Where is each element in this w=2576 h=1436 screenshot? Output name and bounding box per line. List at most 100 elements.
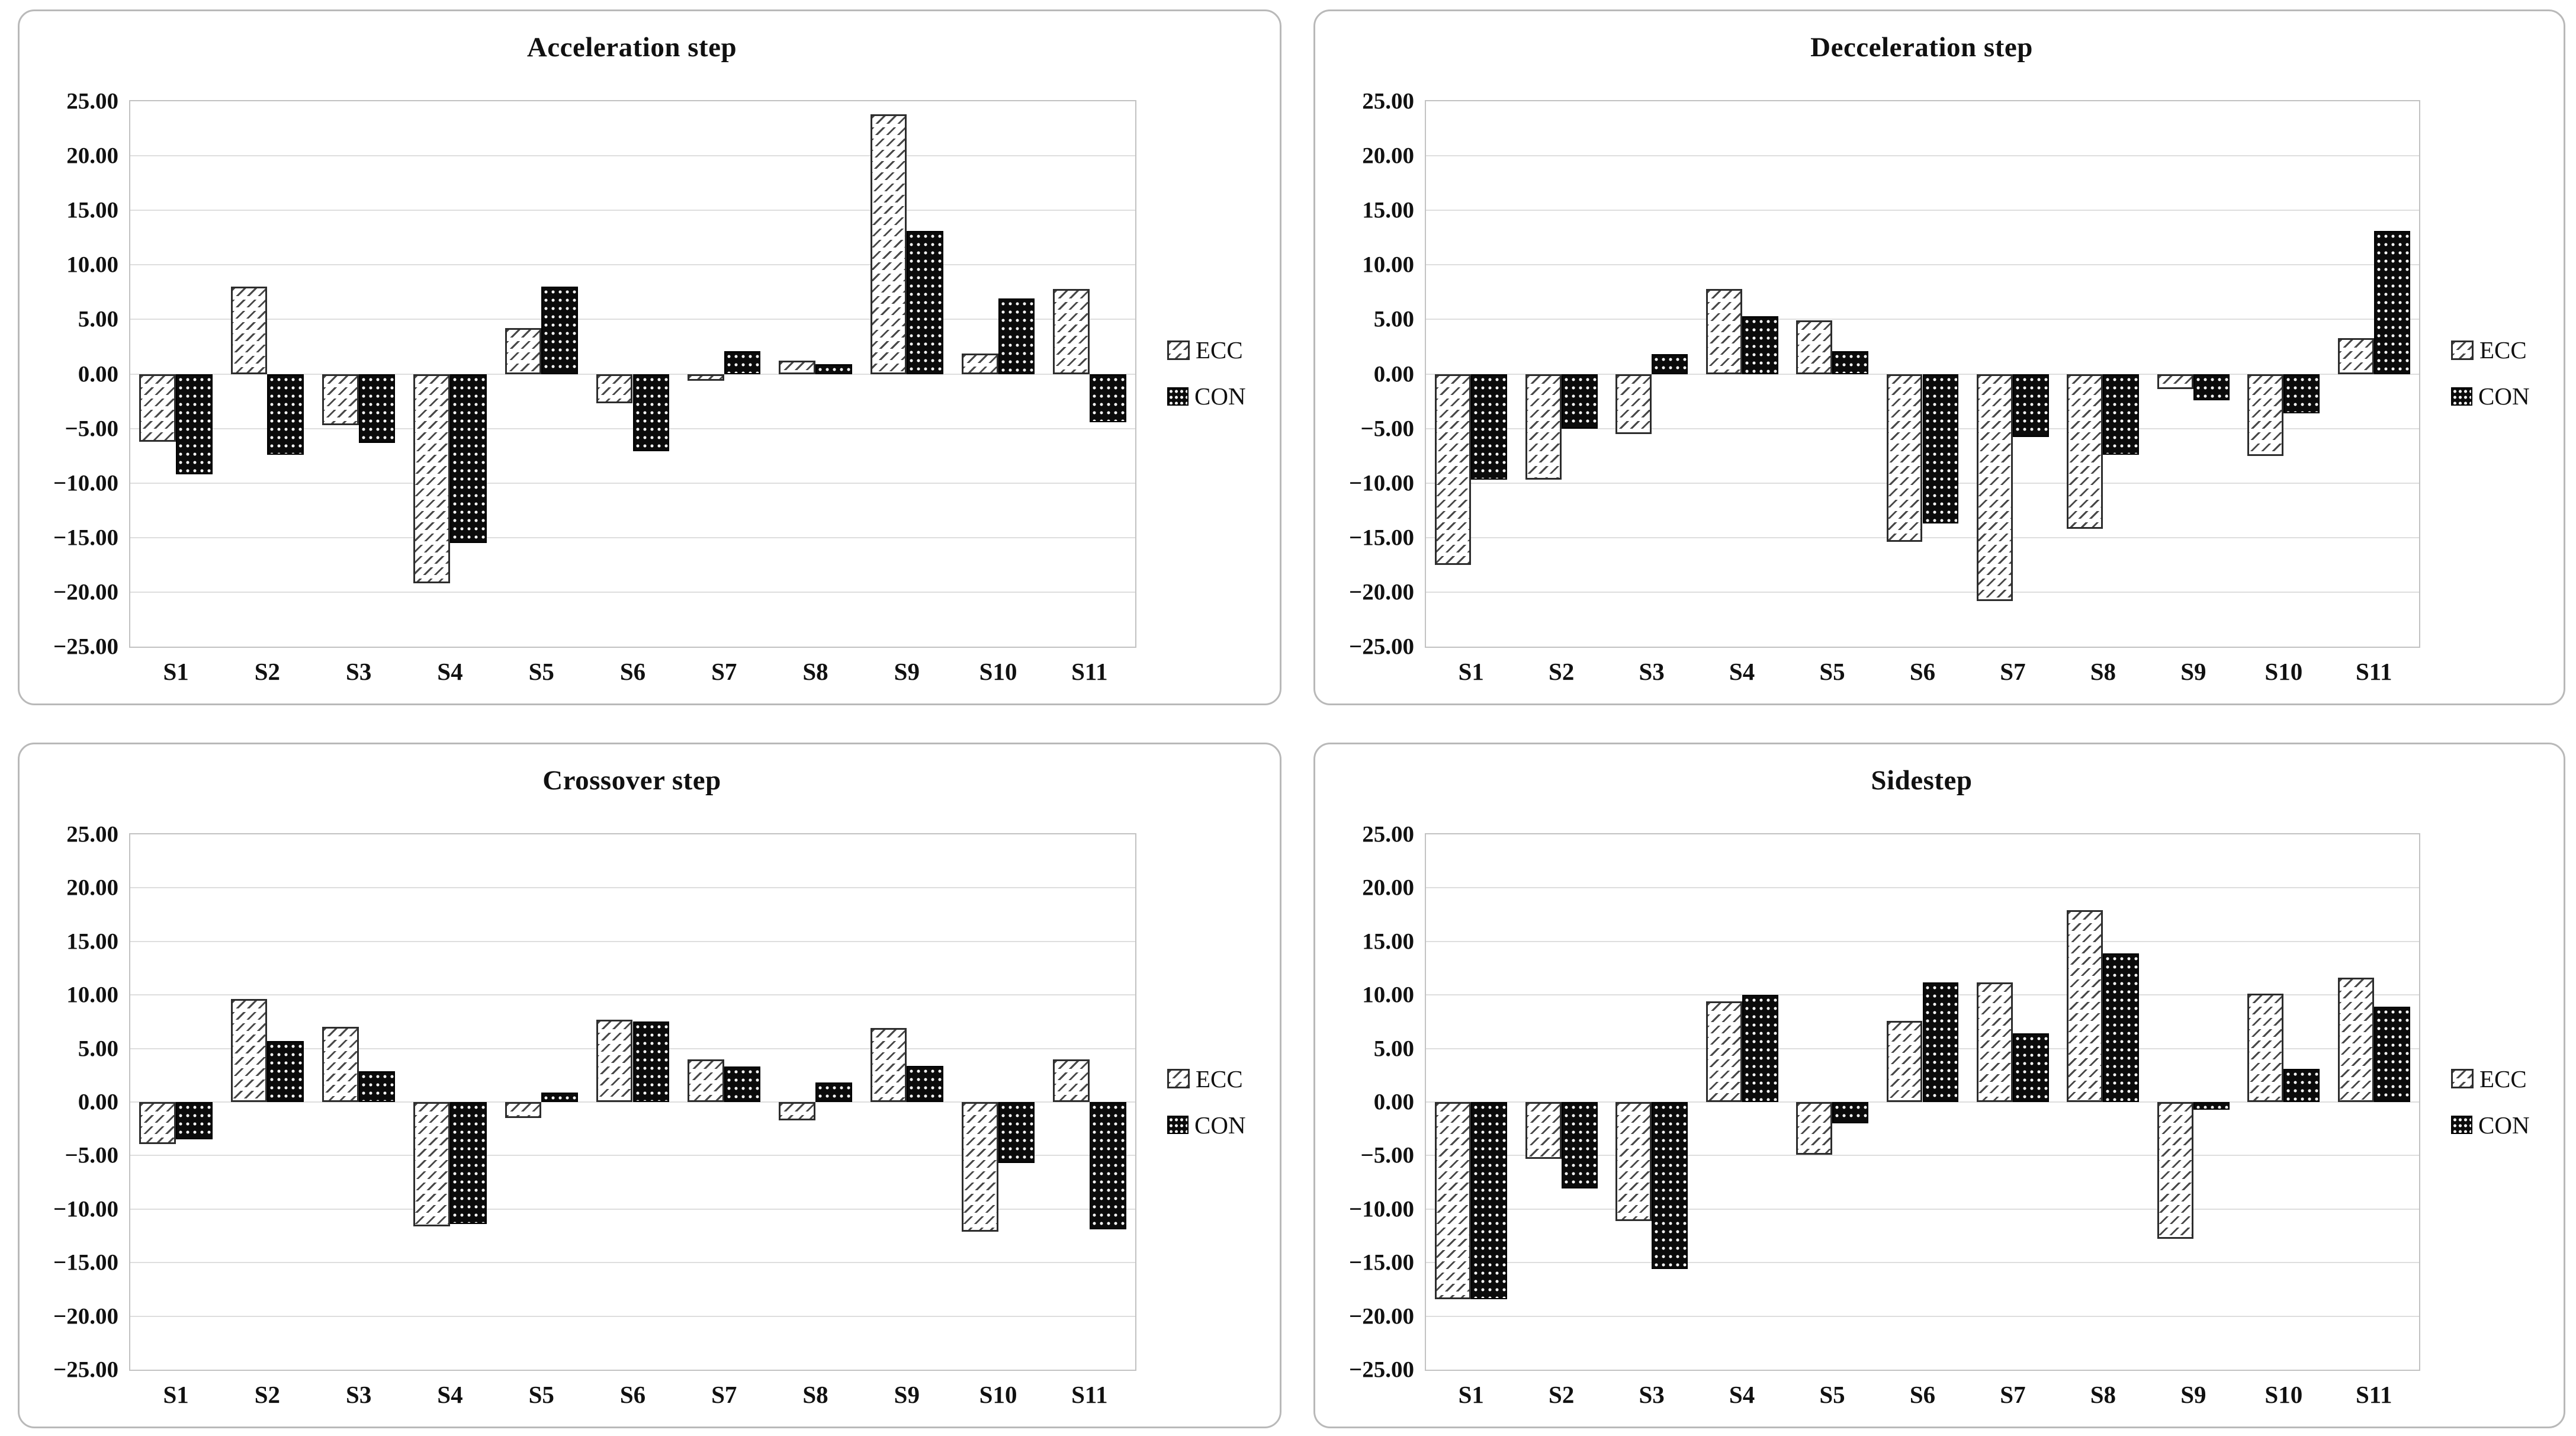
con-black-swatch-icon bbox=[1167, 387, 1189, 406]
gridline-y--10 bbox=[130, 482, 1135, 484]
legend-item-ecc: ECC bbox=[1167, 1065, 1246, 1093]
y-axis-tick-label: −20.00 bbox=[1349, 1303, 1414, 1329]
gridline-y-5 bbox=[1426, 319, 2419, 320]
bar-con-s5 bbox=[1832, 351, 1868, 374]
bar-ecc-s7 bbox=[1976, 982, 2013, 1102]
con-black-swatch-icon bbox=[1167, 1116, 1189, 1135]
y-axis-tick-label: 5.00 bbox=[1373, 306, 1414, 332]
gridline-y-5 bbox=[130, 319, 1135, 320]
bar-con-s3 bbox=[358, 1071, 396, 1102]
bar-con-s10 bbox=[2283, 1068, 2320, 1102]
bar-ecc-s8 bbox=[2067, 374, 2103, 529]
bar-ecc-s1 bbox=[139, 374, 176, 442]
legend-item-ecc: ECC bbox=[2451, 1065, 2530, 1093]
bar-con-s8 bbox=[815, 1082, 852, 1102]
bar-ecc-s5 bbox=[1796, 1102, 1833, 1155]
gridline-y-10 bbox=[1426, 264, 2419, 266]
gridline-y-15 bbox=[1426, 940, 2419, 942]
x-axis-label-s10: S10 bbox=[979, 1381, 1017, 1408]
legend-item-ecc: ECC bbox=[2451, 336, 2530, 364]
y-axis-tick-label: 5.00 bbox=[78, 306, 118, 332]
y-axis-tick-label: −25.00 bbox=[1349, 1357, 1414, 1383]
bar-con-s6 bbox=[1922, 982, 1959, 1102]
bar-con-s1 bbox=[1471, 1102, 1508, 1299]
x-axis-label-s10: S10 bbox=[979, 658, 1017, 685]
x-axis-label-s6: S6 bbox=[1909, 658, 1936, 685]
x-axis-label-s2: S2 bbox=[254, 658, 281, 685]
x-axis-label-s4: S4 bbox=[437, 658, 463, 685]
bar-con-s6 bbox=[1922, 374, 1959, 523]
legend-item-con: CON bbox=[1167, 1111, 1246, 1139]
y-axis-tick-label: 0.00 bbox=[78, 1089, 118, 1115]
bar-ecc-s11 bbox=[1053, 1059, 1090, 1102]
legend-label: CON bbox=[2478, 383, 2530, 410]
bar-ecc-s5 bbox=[505, 328, 542, 374]
x-axis-label-s8: S8 bbox=[2090, 658, 2116, 685]
bar-ecc-s6 bbox=[1886, 374, 1923, 542]
y-axis-tick-label: −5.00 bbox=[65, 1142, 118, 1168]
gridline-y-10 bbox=[130, 264, 1135, 266]
chart-card-crossover-step: Crossover step 25.00 20.00 15.00 10.00 5.00 0… bbox=[18, 743, 1281, 1428]
bar-con-s3 bbox=[358, 374, 396, 443]
bar-con-s10 bbox=[2283, 374, 2320, 413]
legend-label: CON bbox=[2478, 1111, 2530, 1139]
bar-con-s5 bbox=[1832, 1102, 1868, 1124]
bar-con-s5 bbox=[541, 1092, 578, 1102]
x-axis-label-s11: S11 bbox=[1071, 1381, 1108, 1408]
bar-ecc-s1 bbox=[1435, 374, 1472, 565]
gridline-y--20 bbox=[1426, 1315, 2419, 1317]
bar-con-s1 bbox=[176, 1102, 213, 1140]
x-axis-label-s6: S6 bbox=[619, 658, 646, 685]
y-axis-tick-label: −25.00 bbox=[1349, 634, 1414, 660]
x-axis-label-s3: S3 bbox=[1639, 658, 1665, 685]
bar-con-s1 bbox=[176, 374, 213, 474]
bar-ecc-s8 bbox=[779, 1102, 816, 1120]
bar-con-s7 bbox=[724, 351, 761, 374]
legend: ECC CON bbox=[2451, 1065, 2530, 1139]
x-axis-label-s8: S8 bbox=[802, 1381, 828, 1408]
bar-ecc-s6 bbox=[596, 374, 633, 404]
bar-con-s6 bbox=[632, 1021, 670, 1102]
y-axis-tick-label: −25.00 bbox=[53, 1357, 118, 1383]
chart-title: Decceleration step bbox=[1810, 32, 2033, 63]
x-axis-label-s11: S11 bbox=[2355, 658, 2392, 685]
bar-ecc-s3 bbox=[1615, 1102, 1652, 1221]
bar-con-s9 bbox=[2193, 374, 2230, 400]
chart-card-sidestep: Sidestep 25.00 20.00 15.00 10.00 5.00 0.00 −5.… bbox=[1313, 743, 2565, 1428]
plot-area: 25.00 20.00 15.00 10.00 5.00 0.00 −5.00 −10.00 −… bbox=[1349, 89, 2530, 686]
bar-con-s2 bbox=[1561, 1102, 1598, 1189]
bar-ecc-s9 bbox=[870, 114, 907, 374]
y-axis-tick-label: 10.00 bbox=[1362, 252, 1414, 278]
bar-con-s7 bbox=[2012, 1033, 2049, 1102]
x-axis-label-s9: S9 bbox=[894, 1381, 920, 1408]
bar-ecc-s2 bbox=[1525, 1102, 1562, 1159]
y-axis-tick-label: 15.00 bbox=[1362, 197, 1414, 223]
bar-ecc-s8 bbox=[779, 361, 816, 374]
bar-ecc-s3 bbox=[322, 374, 359, 426]
chart-title: Crossover step bbox=[542, 765, 721, 796]
bar-ecc-s1 bbox=[139, 1102, 176, 1144]
x-axis-label-s5: S5 bbox=[1819, 1381, 1845, 1408]
bar-ecc-s7 bbox=[1976, 374, 2013, 601]
gridline-y-15 bbox=[1426, 210, 2419, 211]
legend-label: CON bbox=[1194, 383, 1246, 410]
ecc-hatched-swatch-icon bbox=[1167, 340, 1190, 360]
bar-con-s2 bbox=[267, 1040, 304, 1102]
y-axis-tick-label: 0.00 bbox=[78, 361, 118, 387]
con-black-swatch-icon bbox=[2451, 387, 2472, 406]
con-black-swatch-icon bbox=[2451, 1116, 2472, 1135]
bar-ecc-s10 bbox=[2247, 374, 2284, 456]
bar-ecc-s7 bbox=[688, 374, 724, 381]
x-axis-label-s8: S8 bbox=[2090, 1381, 2116, 1408]
bar-con-s2 bbox=[1561, 374, 1598, 429]
gridline-y-0 bbox=[1426, 1101, 2419, 1103]
legend-label: ECC bbox=[2479, 1065, 2527, 1093]
y-axis-tick-label: 25.00 bbox=[66, 821, 118, 847]
bar-con-s1 bbox=[1471, 374, 1508, 480]
bar-ecc-s4 bbox=[413, 1102, 450, 1226]
gridline-y--15 bbox=[1426, 1262, 2419, 1264]
chart-title: Acceleration step bbox=[526, 32, 737, 63]
x-axis-label-s3: S3 bbox=[346, 1381, 372, 1408]
gridline-y--10 bbox=[130, 1208, 1135, 1210]
